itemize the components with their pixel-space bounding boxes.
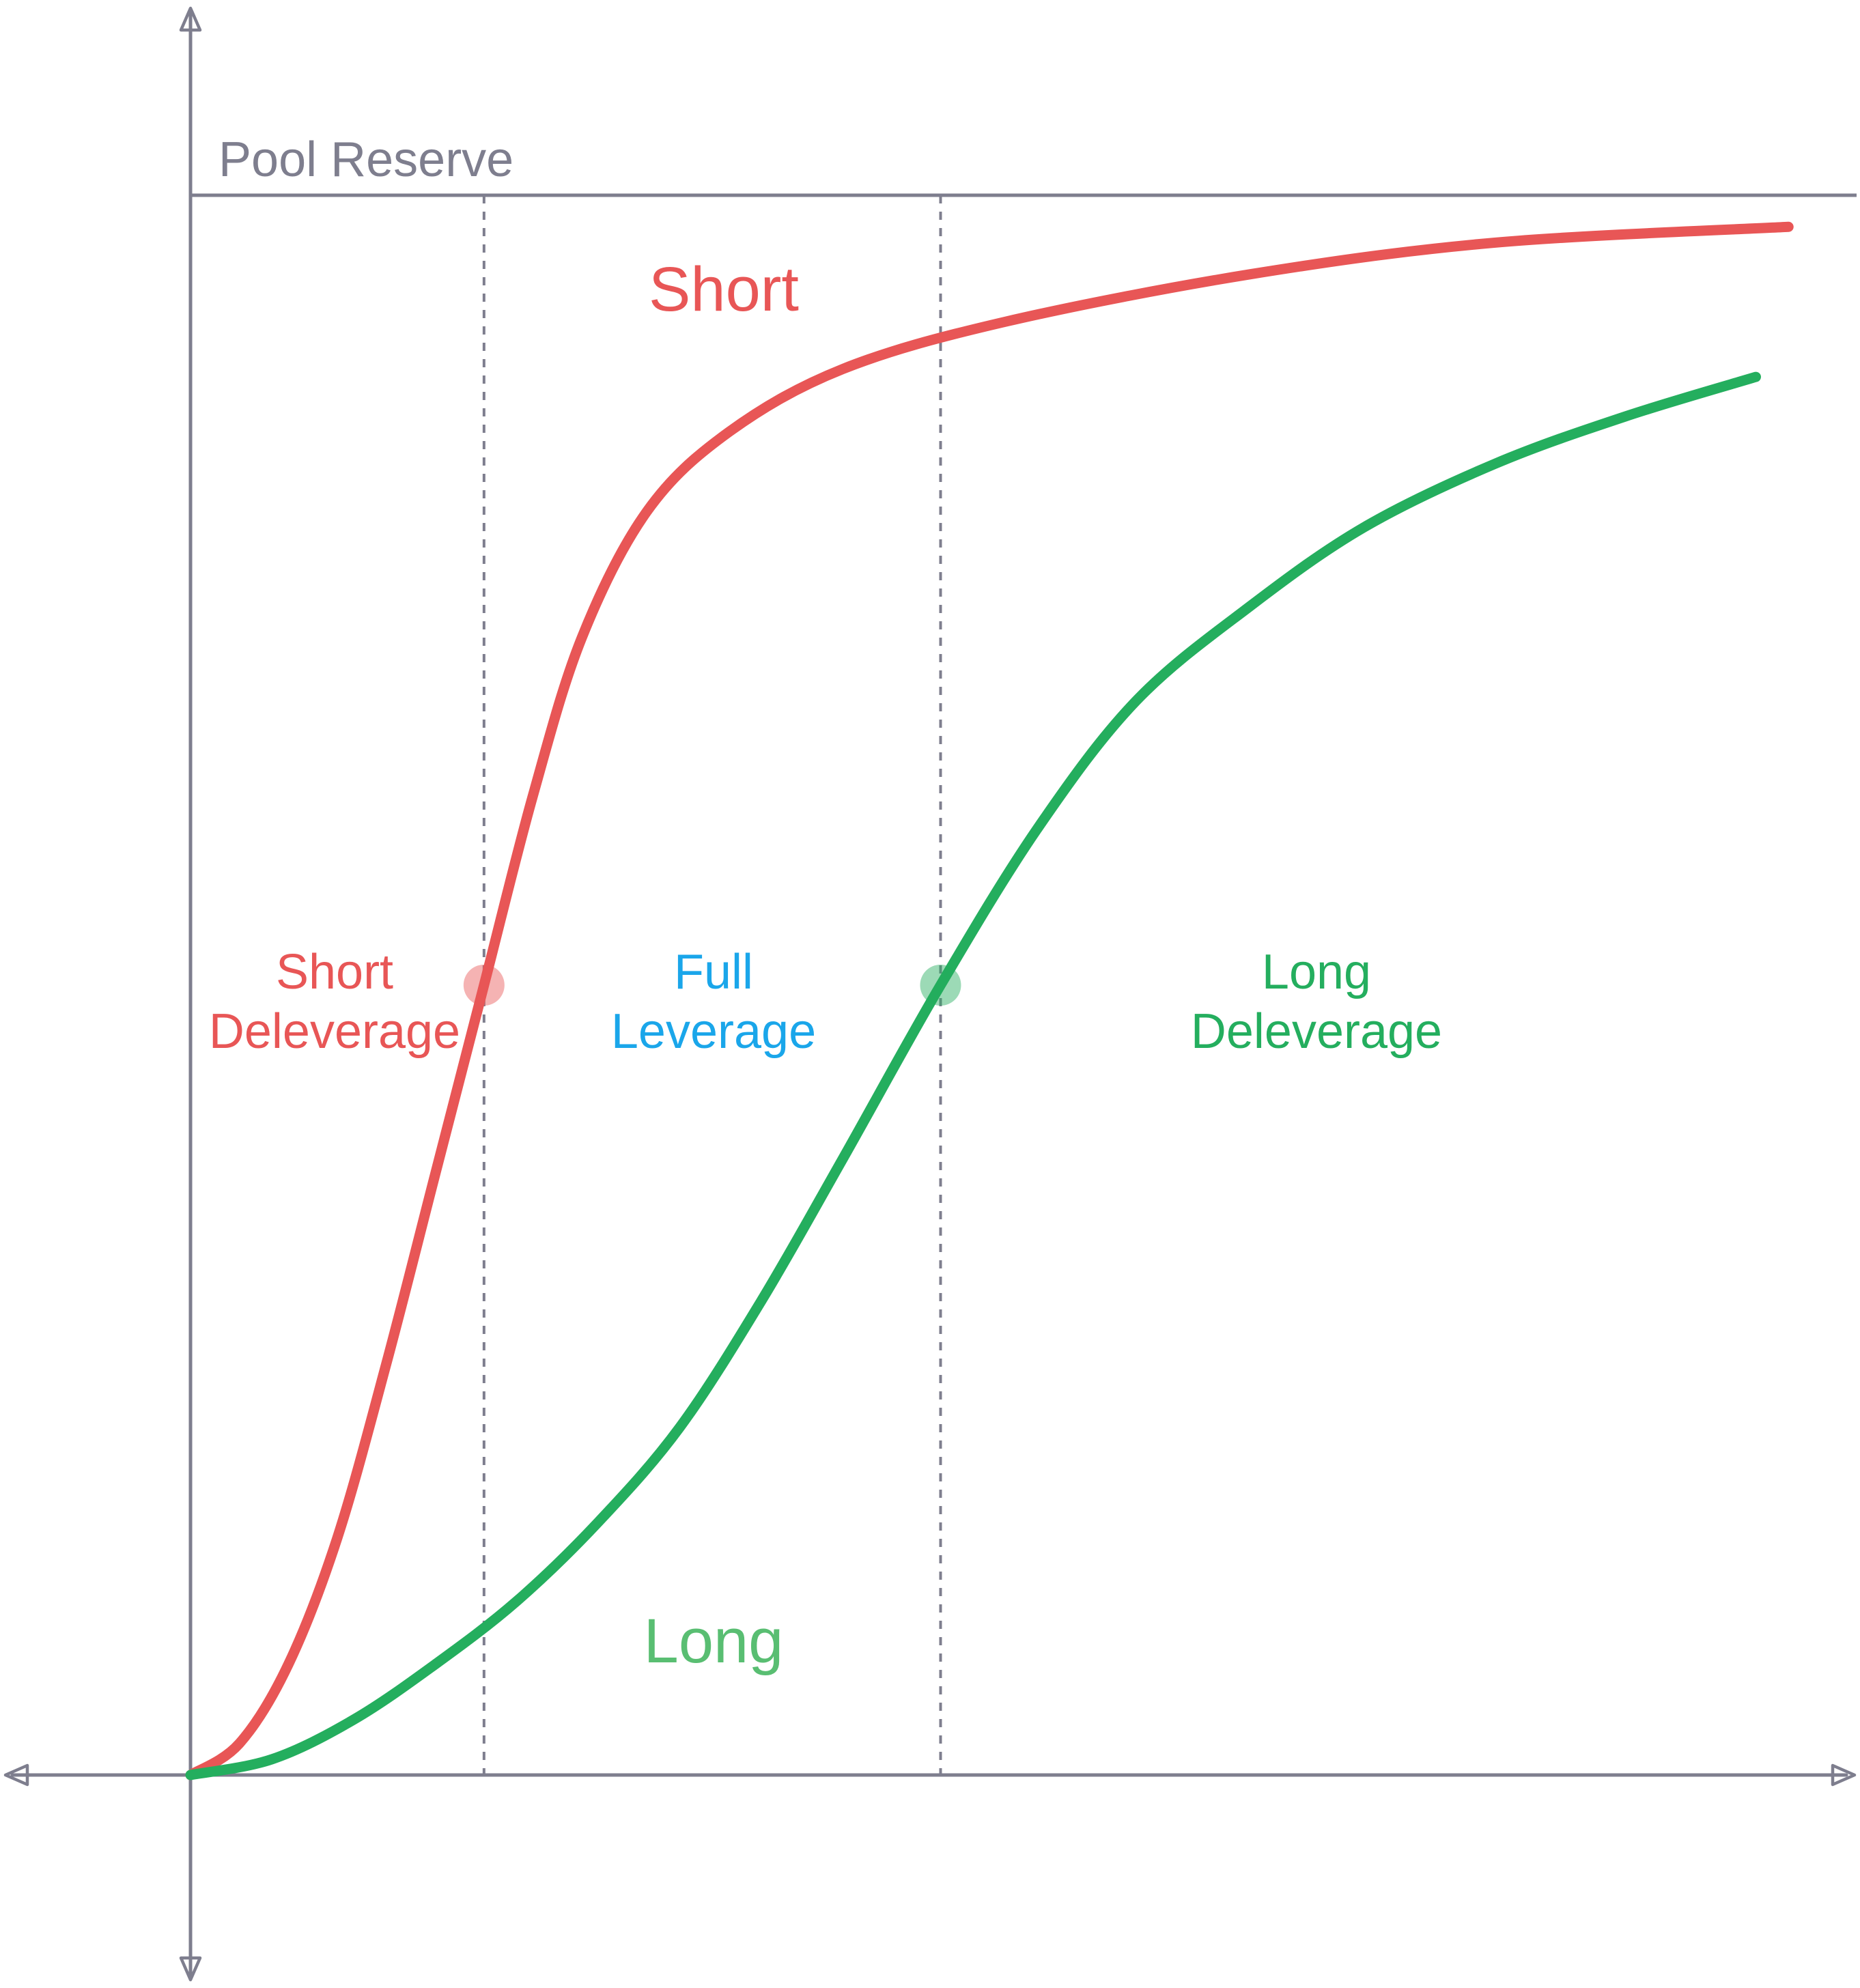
region-label-long-deleverage-line-1: Long: [1262, 945, 1371, 999]
axes: [3, 6, 1857, 1982]
short-series-label: Short: [649, 255, 799, 324]
long-series-label: Long: [644, 1606, 784, 1676]
x-axis-left-arrow-icon: [3, 1763, 29, 1787]
short-threshold-marker: [463, 965, 505, 1006]
region-label-long-deleverage-line-2: Deleverage: [1191, 1004, 1442, 1059]
short-series-line: [185, 221, 1794, 1780]
x-axis-right-arrow-icon: [1831, 1763, 1857, 1787]
long-threshold-marker: [920, 965, 961, 1006]
y-axis-bottom-arrow-icon: [179, 1956, 202, 1982]
pool-reserve-reference: Pool Reserve: [191, 132, 1857, 197]
region-label-short-deleverage-line-2: Deleverage: [209, 1004, 460, 1059]
region-label-full-leverage-line-2: Leverage: [611, 1004, 816, 1059]
pool-reserve-label: Pool Reserve: [219, 132, 513, 187]
threshold-markers: [463, 965, 961, 1006]
series-lines: [185, 221, 1794, 1780]
y-axis-top-arrow-icon: [179, 6, 202, 32]
region-label-full-leverage-line-1: Full: [674, 945, 753, 999]
region-label-short-deleverage-line-1: Short: [276, 945, 393, 999]
annotation-labels: Short Long Short Deleverage Full Leverag…: [209, 255, 1442, 1676]
long-series-line: [185, 371, 1761, 1780]
